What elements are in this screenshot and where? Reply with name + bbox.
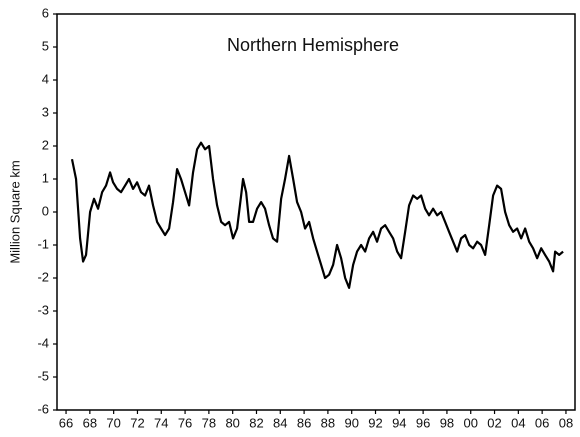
x-tick-label: 04: [511, 415, 525, 430]
x-tick-label: 08: [559, 415, 573, 430]
x-tick-label: 80: [225, 415, 239, 430]
x-tick-label: 76: [178, 415, 192, 430]
y-tick-label: 5: [42, 38, 49, 53]
x-tick-label: 72: [130, 415, 144, 430]
x-tick-label: 82: [249, 415, 263, 430]
x-tick-label: 70: [106, 415, 120, 430]
x-tick-label: 92: [368, 415, 382, 430]
x-tick-label: 94: [392, 415, 406, 430]
x-tick-label: 00: [463, 415, 477, 430]
y-tick-label: 2: [42, 137, 49, 152]
y-tick-label: 3: [42, 104, 49, 119]
data-line: [70, 141, 564, 289]
y-tick-label: -5: [37, 368, 49, 383]
x-tick-label: 02: [487, 415, 501, 430]
x-tick-label: 90: [344, 415, 358, 430]
y-tick-label: 6: [42, 5, 49, 20]
chart-title: Northern Hemisphere: [227, 35, 399, 55]
x-tick-label: 66: [59, 415, 73, 430]
x-tick-label: 84: [273, 415, 287, 430]
x-tick-label: 06: [535, 415, 549, 430]
y-axis-label: Million Square km: [7, 160, 22, 263]
y-tick-label: -3: [37, 302, 49, 317]
x-tick-label: 68: [83, 415, 97, 430]
x-tick-label: 88: [321, 415, 335, 430]
x-tick-label: 86: [297, 415, 311, 430]
y-tick-label: -1: [37, 236, 49, 251]
y-tick-label: -6: [37, 401, 49, 416]
x-tick-label: 74: [154, 415, 168, 430]
x-tick-label: 98: [440, 415, 454, 430]
y-tick-label: 0: [42, 203, 49, 218]
y-tick-label: 4: [42, 71, 49, 86]
x-tick-label: 78: [202, 415, 216, 430]
plot-frame: [56, 13, 576, 411]
x-tick-label: 96: [416, 415, 430, 430]
y-tick-label: -4: [37, 335, 49, 350]
y-tick-label: -2: [37, 269, 49, 284]
y-tick-label: 1: [42, 170, 49, 185]
